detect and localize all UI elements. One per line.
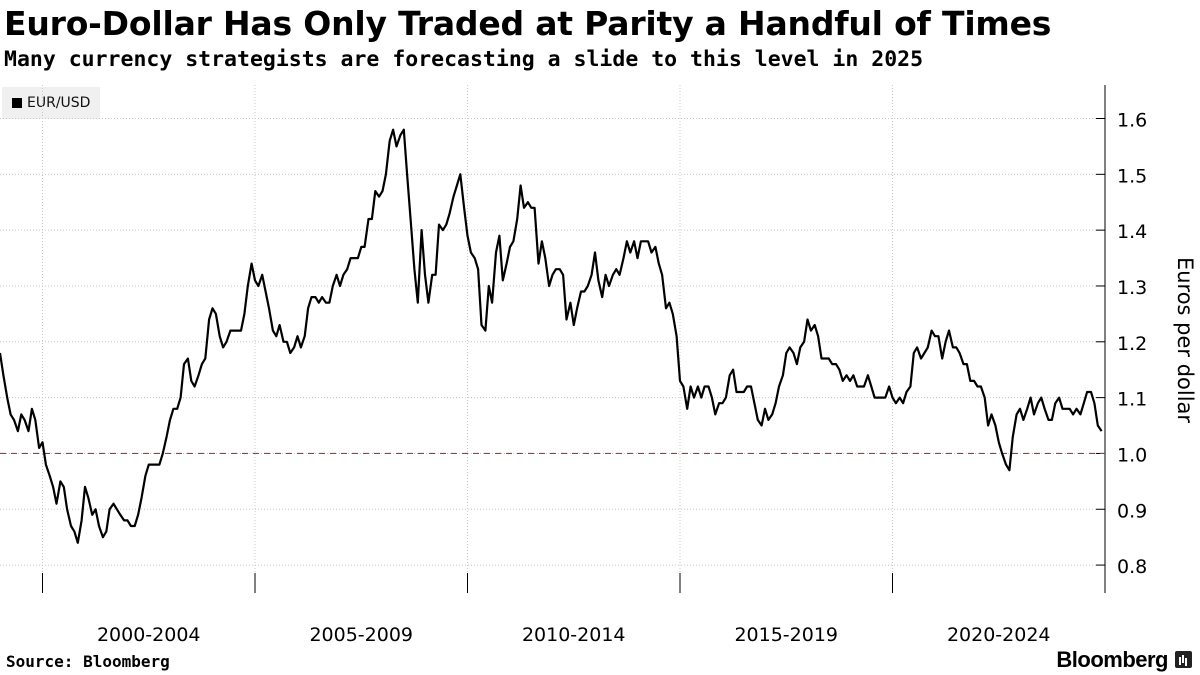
y-axis-title: Euros per dollar — [1173, 256, 1197, 424]
legend-swatch — [12, 98, 22, 108]
x-tick-label: 2000-2004 — [97, 624, 201, 646]
y-tick-label: 1.0 — [1117, 444, 1147, 466]
bloomberg-logo: Bloomberg — [1056, 647, 1168, 672]
source-note: Source: Bloomberg — [6, 652, 170, 671]
y-axis: 0.8 0.9 1.0 1.1 1.2 1.3 1.4 1.5 1.6 — [42, 85, 1147, 593]
x-axis-labels: 2000-2004 2005-2009 2010-2014 2015-2019 2020… — [97, 624, 1051, 646]
y-tick-label: 1.2 — [1117, 333, 1147, 355]
x-tick-label: 2005-2009 — [309, 624, 413, 646]
x-tick-label: 2010-2014 — [522, 624, 626, 646]
chart-title: Euro-Dollar Has Only Traded at Parity a … — [4, 4, 1052, 43]
y-tick-label: 1.6 — [1117, 109, 1147, 131]
x-tick-label: 2015-2019 — [734, 624, 838, 646]
y-tick-label: 1.3 — [1117, 277, 1147, 299]
bloomberg-logo-icon — [1175, 651, 1192, 668]
x-tick-label: 2020-2024 — [947, 624, 1051, 646]
y-tick-label: 0.9 — [1117, 500, 1147, 522]
y-tick-label: 1.4 — [1117, 221, 1147, 243]
y-tick-label: 1.5 — [1117, 165, 1147, 187]
series-group — [0, 128, 1103, 544]
y-tick-label: 0.8 — [1117, 556, 1147, 578]
chart-subtitle: Many currency strategists are forecastin… — [4, 47, 924, 72]
legend: EUR/USD — [2, 87, 101, 119]
y-tick-label: 1.1 — [1117, 389, 1147, 411]
series-line-eur-usd — [0, 128, 1103, 544]
